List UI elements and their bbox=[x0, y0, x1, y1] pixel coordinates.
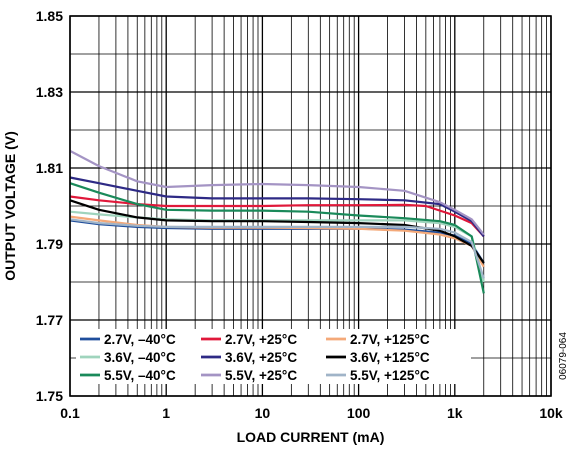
legend-label: 5.5V, +25°C bbox=[225, 368, 297, 383]
series-lines bbox=[69, 149, 485, 294]
legend-background bbox=[76, 329, 471, 384]
x-tick-label: 1k bbox=[447, 405, 463, 421]
x-tick-labels: 0.1 1 10 100 1k 10k bbox=[60, 405, 563, 421]
legend-label: 5.5V, –40°C bbox=[104, 368, 176, 383]
x-tick-label: 10k bbox=[539, 405, 563, 421]
x-tick-label: 1 bbox=[162, 405, 170, 421]
y-tick-label: 1.77 bbox=[36, 312, 63, 328]
x-axis-title: LOAD CURRENT (mA) bbox=[237, 429, 385, 445]
series-line bbox=[69, 218, 485, 279]
legend-label: 2.7V, –40°C bbox=[104, 332, 176, 347]
legend-label: 3.6V, +25°C bbox=[225, 350, 297, 365]
x-tick-label: 10 bbox=[255, 405, 271, 421]
legend: 2.7V, –40°C 2.7V, +25°C 2.7V, +125°C 3.6V, … bbox=[76, 329, 471, 384]
y-axis-title: OUTPUT VOLTAGE (V) bbox=[2, 131, 18, 281]
plot-frame bbox=[69, 15, 552, 397]
y-tick-label: 1.85 bbox=[36, 8, 63, 24]
y-tick-label: 1.83 bbox=[36, 84, 63, 100]
series-line bbox=[69, 215, 485, 268]
series-line bbox=[69, 149, 485, 236]
legend-label: 5.5V, +125°C bbox=[350, 368, 430, 383]
x-tick-label: 100 bbox=[347, 405, 371, 421]
series-line bbox=[69, 199, 485, 264]
series-line bbox=[69, 176, 485, 238]
legend-label: 2.7V, +25°C bbox=[225, 332, 297, 347]
y-tick-label: 1.75 bbox=[36, 388, 63, 404]
y-tick-label: 1.81 bbox=[36, 160, 63, 176]
legend-label: 3.6V, –40°C bbox=[104, 350, 176, 365]
figure-code: 06079-064 bbox=[558, 332, 569, 380]
series-line bbox=[69, 182, 485, 294]
legend-label: 2.7V, +125°C bbox=[350, 332, 430, 347]
y-tick-label: 1.79 bbox=[36, 236, 63, 252]
y-tick-labels: 1.75 1.77 1.79 1.81 1.83 1.85 bbox=[36, 8, 63, 404]
x-tick-label: 0.1 bbox=[60, 405, 80, 421]
legend-label: 3.6V, +125°C bbox=[350, 350, 430, 365]
